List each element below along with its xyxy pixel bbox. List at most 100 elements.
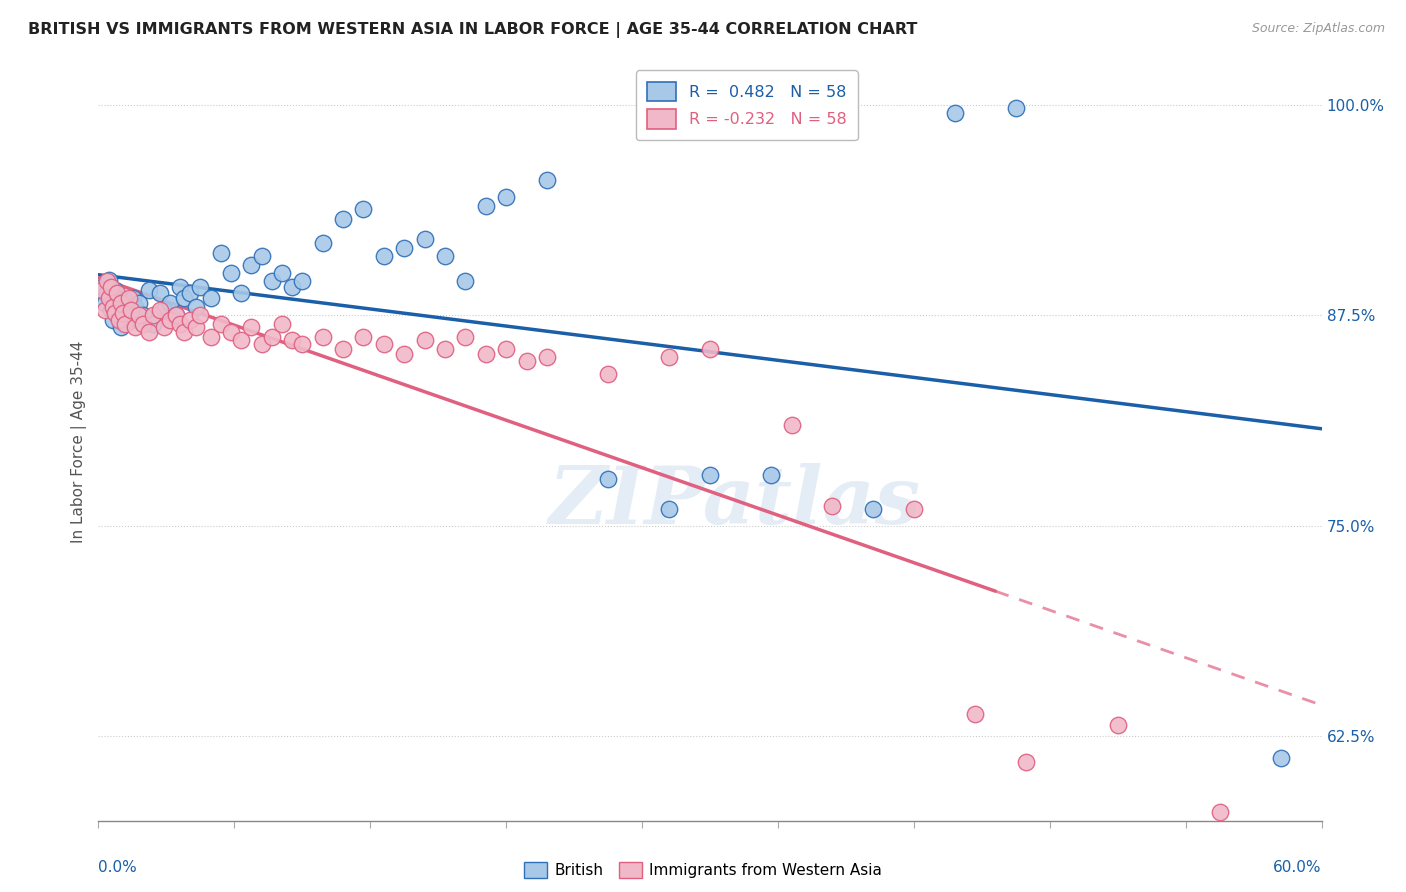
Point [138, 283, 160, 297]
Point [120, 313, 142, 327]
Point [200, 291, 222, 305]
Point [159, 313, 181, 327]
Point [965, 707, 987, 722]
Point [159, 296, 181, 310]
Point [413, 334, 436, 348]
Point [413, 232, 436, 246]
Point [536, 351, 558, 365]
Point [1004, 101, 1026, 115]
Point [118, 291, 141, 305]
Point [128, 308, 150, 322]
Point [114, 317, 136, 331]
Point [91, 279, 114, 293]
Point [169, 317, 191, 331]
Point [260, 330, 283, 344]
Point [122, 291, 145, 305]
Point [96, 286, 118, 301]
Point [93, 303, 115, 318]
Point [352, 330, 374, 344]
Point [124, 300, 146, 314]
Point [332, 342, 354, 356]
Point [1015, 755, 1038, 769]
Point [188, 279, 212, 293]
Point [332, 212, 354, 227]
Point [270, 266, 294, 280]
Point [260, 275, 283, 289]
Point [132, 308, 155, 322]
Point [312, 235, 335, 250]
Point [149, 286, 172, 301]
Point [312, 330, 335, 344]
Point [862, 502, 884, 516]
Point [186, 300, 208, 314]
Point [658, 351, 681, 365]
Point [111, 306, 134, 320]
Point [124, 320, 146, 334]
Point [474, 199, 498, 213]
Legend: R =  0.482   N = 58, R = -0.232   N = 58: R = 0.482 N = 58, R = -0.232 N = 58 [636, 70, 858, 140]
Point [91, 283, 114, 297]
Point [434, 342, 457, 356]
Point [1270, 751, 1292, 765]
Point [165, 308, 187, 322]
Point [250, 249, 273, 263]
Point [152, 320, 174, 334]
Point [132, 317, 155, 331]
Text: Source: ZipAtlas.com: Source: ZipAtlas.com [1251, 22, 1385, 36]
Point [165, 308, 187, 322]
Point [104, 283, 127, 297]
Point [219, 325, 242, 339]
Point [101, 313, 124, 327]
Point [93, 296, 115, 310]
Point [291, 275, 314, 289]
Point [219, 266, 242, 280]
Point [179, 313, 201, 327]
Point [114, 293, 136, 307]
Y-axis label: In Labor Force | Age 35-44: In Labor Force | Age 35-44 [72, 341, 87, 542]
Point [97, 273, 120, 287]
Point [101, 300, 124, 314]
Point [188, 308, 212, 322]
Point [270, 317, 294, 331]
Point [142, 317, 165, 331]
Text: ZIPatlas: ZIPatlas [548, 464, 921, 541]
Point [100, 279, 122, 293]
Point [281, 279, 304, 293]
Point [352, 202, 374, 216]
Legend: British, Immigrants from Western Asia: British, Immigrants from Western Asia [517, 856, 889, 884]
Point [173, 291, 195, 305]
Point [699, 342, 721, 356]
Point [699, 468, 721, 483]
Point [780, 417, 803, 432]
Point [138, 325, 160, 339]
Point [903, 502, 925, 516]
Point [281, 334, 304, 348]
Point [231, 334, 253, 348]
Point [495, 190, 517, 204]
Point [943, 106, 966, 120]
Point [250, 336, 273, 351]
Point [821, 499, 844, 513]
Text: 0.0%: 0.0% [98, 860, 138, 874]
Point [186, 320, 208, 334]
Point [169, 279, 191, 293]
Point [110, 296, 132, 310]
Point [231, 286, 253, 301]
Point [454, 330, 477, 344]
Point [536, 173, 558, 187]
Point [598, 472, 620, 486]
Text: 60.0%: 60.0% [1274, 860, 1322, 874]
Point [142, 308, 165, 322]
Point [200, 330, 222, 344]
Point [149, 303, 172, 318]
Point [173, 325, 195, 339]
Point [152, 303, 174, 318]
Point [495, 342, 517, 356]
Point [120, 303, 142, 318]
Point [454, 275, 477, 289]
Point [105, 286, 128, 301]
Point [100, 303, 122, 318]
Point [118, 303, 141, 318]
Point [1209, 805, 1232, 820]
Text: BRITISH VS IMMIGRANTS FROM WESTERN ASIA IN LABOR FORCE | AGE 35-44 CORRELATION C: BRITISH VS IMMIGRANTS FROM WESTERN ASIA … [28, 22, 918, 38]
